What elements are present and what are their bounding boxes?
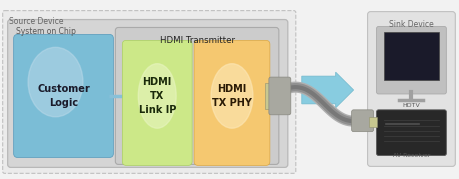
FancyBboxPatch shape	[8, 20, 287, 167]
FancyBboxPatch shape	[383, 32, 438, 80]
FancyBboxPatch shape	[194, 40, 269, 165]
FancyBboxPatch shape	[3, 11, 295, 173]
FancyBboxPatch shape	[14, 34, 113, 158]
Text: System on Chip: System on Chip	[16, 28, 75, 37]
FancyArrow shape	[301, 72, 353, 108]
FancyBboxPatch shape	[269, 77, 290, 115]
Text: HDMI Transmitter: HDMI Transmitter	[159, 36, 234, 45]
FancyBboxPatch shape	[368, 117, 376, 127]
Text: HDMI
TX
Link IP: HDMI TX Link IP	[138, 77, 175, 115]
Text: Customer
Logic: Customer Logic	[37, 84, 90, 108]
Text: AV Receiver: AV Receiver	[392, 154, 429, 158]
Ellipse shape	[138, 64, 176, 128]
FancyBboxPatch shape	[376, 26, 445, 94]
FancyBboxPatch shape	[122, 40, 192, 165]
FancyBboxPatch shape	[367, 12, 454, 166]
Text: HDMI
TX PHY: HDMI TX PHY	[212, 84, 252, 108]
FancyBboxPatch shape	[351, 110, 373, 132]
Ellipse shape	[211, 64, 252, 128]
Text: HDTV: HDTV	[402, 103, 420, 108]
Ellipse shape	[28, 47, 83, 117]
FancyBboxPatch shape	[376, 110, 445, 156]
Text: Source Device: Source Device	[9, 17, 63, 26]
FancyBboxPatch shape	[115, 28, 278, 165]
Text: Sink Device: Sink Device	[388, 20, 433, 28]
FancyBboxPatch shape	[264, 83, 272, 109]
